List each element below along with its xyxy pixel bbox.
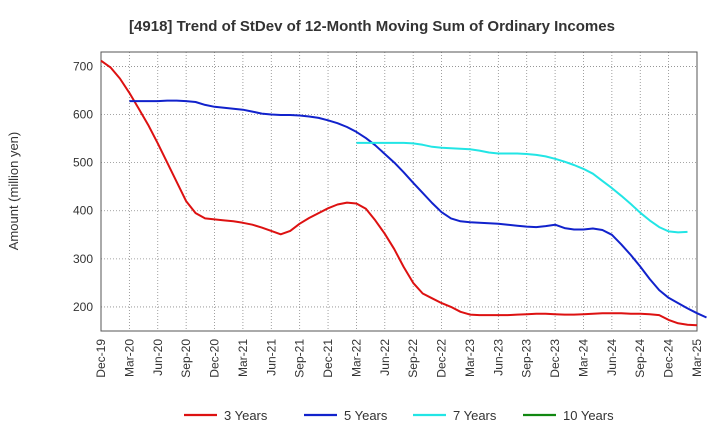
x-tick-label: Dec-19 (94, 339, 108, 378)
y-tick-label: 400 (73, 204, 93, 218)
x-tick-label: Mar-22 (349, 339, 363, 377)
x-tick-label: Dec-21 (321, 339, 335, 378)
x-tick-label: Dec-22 (435, 339, 449, 378)
x-tick-label: Jun-21 (264, 339, 278, 376)
legend-label: 5 Years (344, 408, 388, 423)
x-tick-label: Jun-23 (491, 339, 505, 376)
series-line-2 (129, 99, 707, 319)
x-tick-label: Mar-25 (690, 339, 704, 377)
plot-frame (100, 51, 698, 332)
y-tick-label: 300 (73, 252, 93, 266)
legend-label: 3 Years (224, 408, 268, 423)
legend-label: 10 Years (563, 408, 614, 423)
x-tick-label: Mar-21 (236, 339, 250, 377)
x-tick-label: Dec-20 (208, 339, 222, 378)
plot-area: Dec-19 Mar-20 Jun-20 Sep-20 Dec-20 Mar-21 Jun-… (73, 51, 707, 378)
y-tick-label: 200 (73, 300, 93, 314)
x-tick-label: Mar-20 (122, 339, 136, 377)
x-tick-label: Jun-24 (605, 339, 619, 376)
plot-background (101, 52, 697, 331)
x-tick-label: Jun-20 (151, 339, 165, 376)
x-tick-label: Mar-23 (463, 339, 477, 377)
x-tick-label: Sep-20 (179, 339, 193, 378)
chart-title: [4918] Trend of StDev of 12-Month Moving… (129, 18, 615, 35)
x-tick-label: Sep-21 (293, 339, 307, 378)
x-tick-label: Jun-22 (378, 339, 392, 376)
x-tick-label: Sep-22 (406, 339, 420, 378)
x-tick-label: Dec-23 (548, 339, 562, 378)
y-tick-label: 600 (73, 108, 93, 122)
y-tick-label: 700 (73, 59, 93, 73)
x-tick-label: Sep-24 (633, 339, 647, 378)
series-line-1 (100, 59, 698, 327)
legend: 3 Years 5 Years 7 Years 10 Years (184, 408, 614, 423)
series-line-3 (356, 141, 688, 234)
x-tick-label: Dec-24 (662, 339, 676, 378)
y-tick-label: 500 (73, 156, 93, 170)
legend-label: 7 Years (453, 408, 497, 423)
x-tick-label: Sep-23 (520, 339, 534, 378)
y-axis-label: Amount (million yen) (6, 132, 21, 251)
x-tick-label: Mar-24 (576, 339, 590, 377)
